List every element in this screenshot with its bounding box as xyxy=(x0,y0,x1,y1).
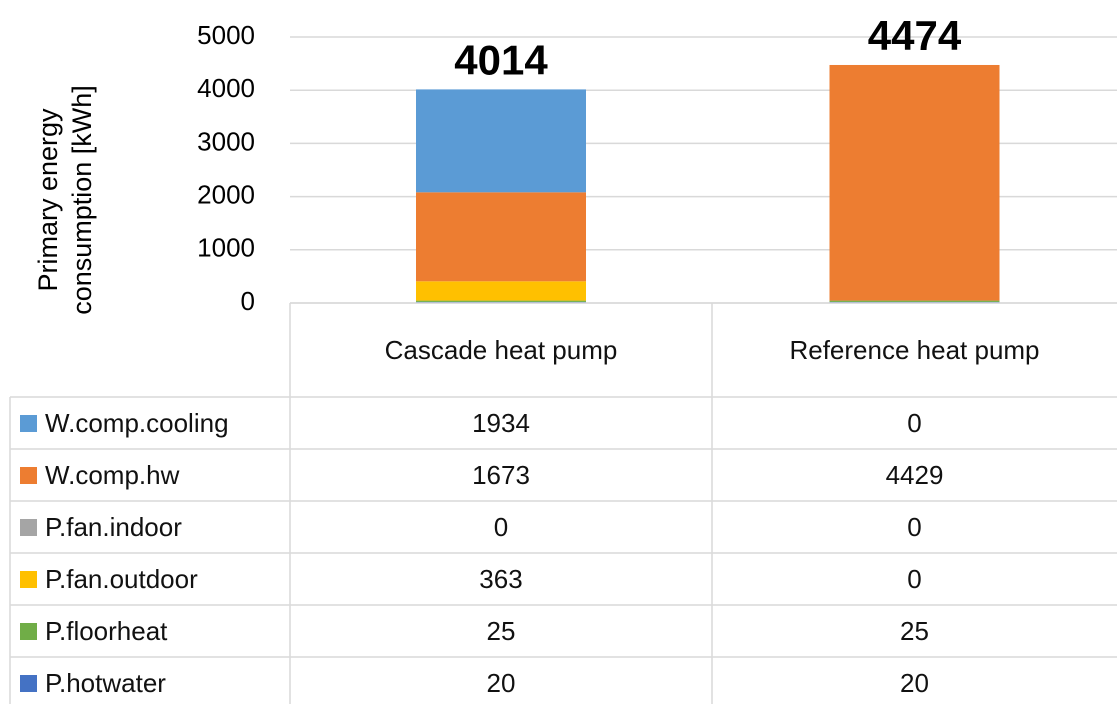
bar-segment xyxy=(829,64,1000,301)
table-value: 1934 xyxy=(290,397,712,449)
table-value: 0 xyxy=(712,553,1117,605)
total-label: 4014 xyxy=(454,37,548,84)
table-value: 0 xyxy=(712,501,1117,553)
table-value-text: 0 xyxy=(907,407,922,438)
table-value: 363 xyxy=(290,553,712,605)
legend-text: W.comp.hw xyxy=(45,459,180,490)
legend-key xyxy=(20,466,37,484)
table-value: 0 xyxy=(712,397,1117,449)
legend-text: P.fan.indoor xyxy=(45,511,182,542)
legend-text: P.fan.outdoor xyxy=(45,563,198,594)
table-value: 0 xyxy=(290,501,712,553)
table-value-text: 0 xyxy=(493,511,509,542)
legend-key xyxy=(20,518,37,536)
table-value: 4429 xyxy=(712,449,1117,501)
y-tick-label: 2000 xyxy=(197,179,255,209)
table-value-text: 20 xyxy=(900,667,929,698)
legend-key xyxy=(20,674,37,692)
total-label: 4474 xyxy=(868,12,962,59)
category-label: Cascade heat pump xyxy=(290,303,712,397)
table-value-text: 0 xyxy=(907,563,922,594)
table-value: 1673 xyxy=(290,449,712,501)
category-label: Reference heat pump xyxy=(712,303,1117,397)
bar-segment xyxy=(416,300,586,302)
y-axis-label: Primary energy xyxy=(33,108,63,292)
table-value-text: 1934 xyxy=(472,407,530,438)
legend-text: P.hotwater xyxy=(45,667,166,698)
legend-key xyxy=(20,622,37,640)
y-tick-label: 0 xyxy=(241,286,255,316)
legend-key xyxy=(20,570,37,588)
legend-entry: P.floorheat xyxy=(10,605,290,657)
legend-entry: P.hotwater xyxy=(10,657,290,704)
table-value: 20 xyxy=(290,657,712,704)
table-value-text: 363 xyxy=(479,563,523,594)
table-value-text: 20 xyxy=(486,667,516,698)
legend-key xyxy=(20,414,37,432)
legend-entry: W.comp.hw xyxy=(10,449,290,501)
y-tick-label: 3000 xyxy=(197,126,255,156)
table-value: 25 xyxy=(712,605,1117,657)
bar-segment xyxy=(416,89,586,193)
legend-text: W.comp.cooling xyxy=(45,407,229,438)
legend-entry: P.fan.outdoor xyxy=(10,553,290,605)
bar-segment xyxy=(829,300,1000,302)
table-value: 20 xyxy=(712,657,1117,704)
y-tick-label: 4000 xyxy=(197,73,255,103)
bar-segment xyxy=(416,192,586,282)
table-value-text: 25 xyxy=(486,615,516,646)
bar-segment xyxy=(416,281,586,301)
y-axis-label: consumption [kWh] xyxy=(67,85,97,315)
category-label-text: Cascade heat pump xyxy=(384,335,618,365)
legend-entry: P.fan.indoor xyxy=(10,501,290,553)
table-value-text: 1673 xyxy=(472,459,530,490)
table-value-text: 0 xyxy=(907,511,922,542)
table-value: 25 xyxy=(290,605,712,657)
legend-text: P.floorheat xyxy=(45,615,168,646)
table-value-text: 4429 xyxy=(885,459,944,490)
y-tick-label: 5000 xyxy=(197,20,255,50)
legend-entry: W.comp.cooling xyxy=(10,397,290,449)
y-tick-label: 1000 xyxy=(197,233,255,263)
category-label-text: Reference heat pump xyxy=(789,335,1040,365)
table-value-text: 25 xyxy=(900,615,929,646)
